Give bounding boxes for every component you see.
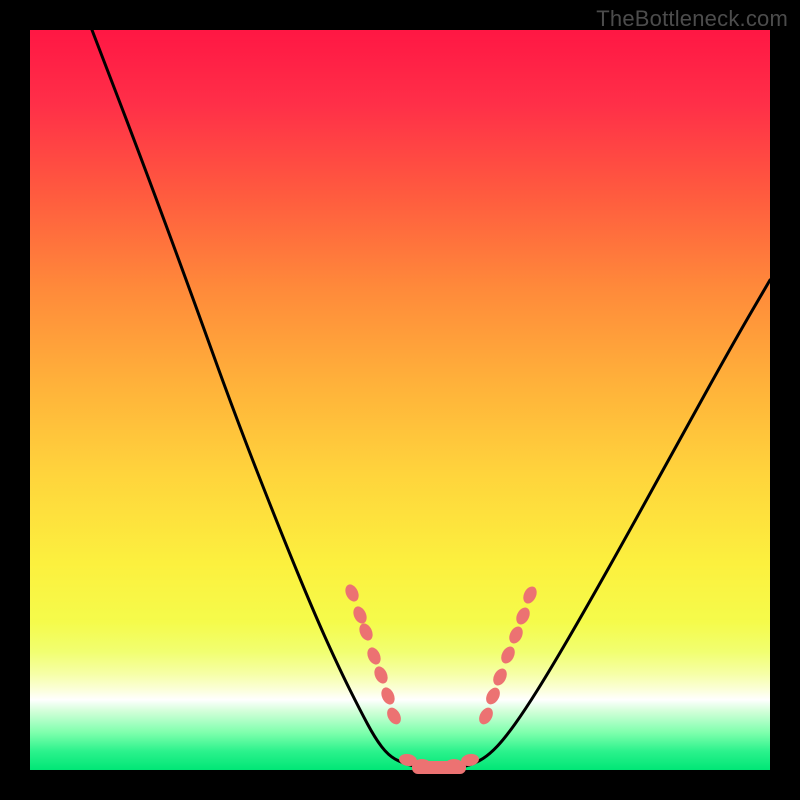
bead [521,584,540,605]
bead [483,685,502,707]
bead [357,621,375,642]
bead [490,666,509,688]
bead [429,761,447,773]
bead [372,664,390,685]
watermark-text: TheBottleneck.com [596,6,788,32]
bead [379,685,397,706]
bottleneck-curve [92,30,770,767]
bead [365,645,383,666]
bead [507,624,526,645]
curve-beads [343,582,540,774]
bead [384,705,403,727]
chart-stage: TheBottleneck.com [0,0,800,800]
bead [413,759,431,771]
bead [514,605,533,626]
bead [351,604,369,625]
bead [476,705,495,727]
bead [343,582,361,603]
curve-layer [30,30,770,770]
bead [445,759,463,771]
bead [498,644,517,666]
